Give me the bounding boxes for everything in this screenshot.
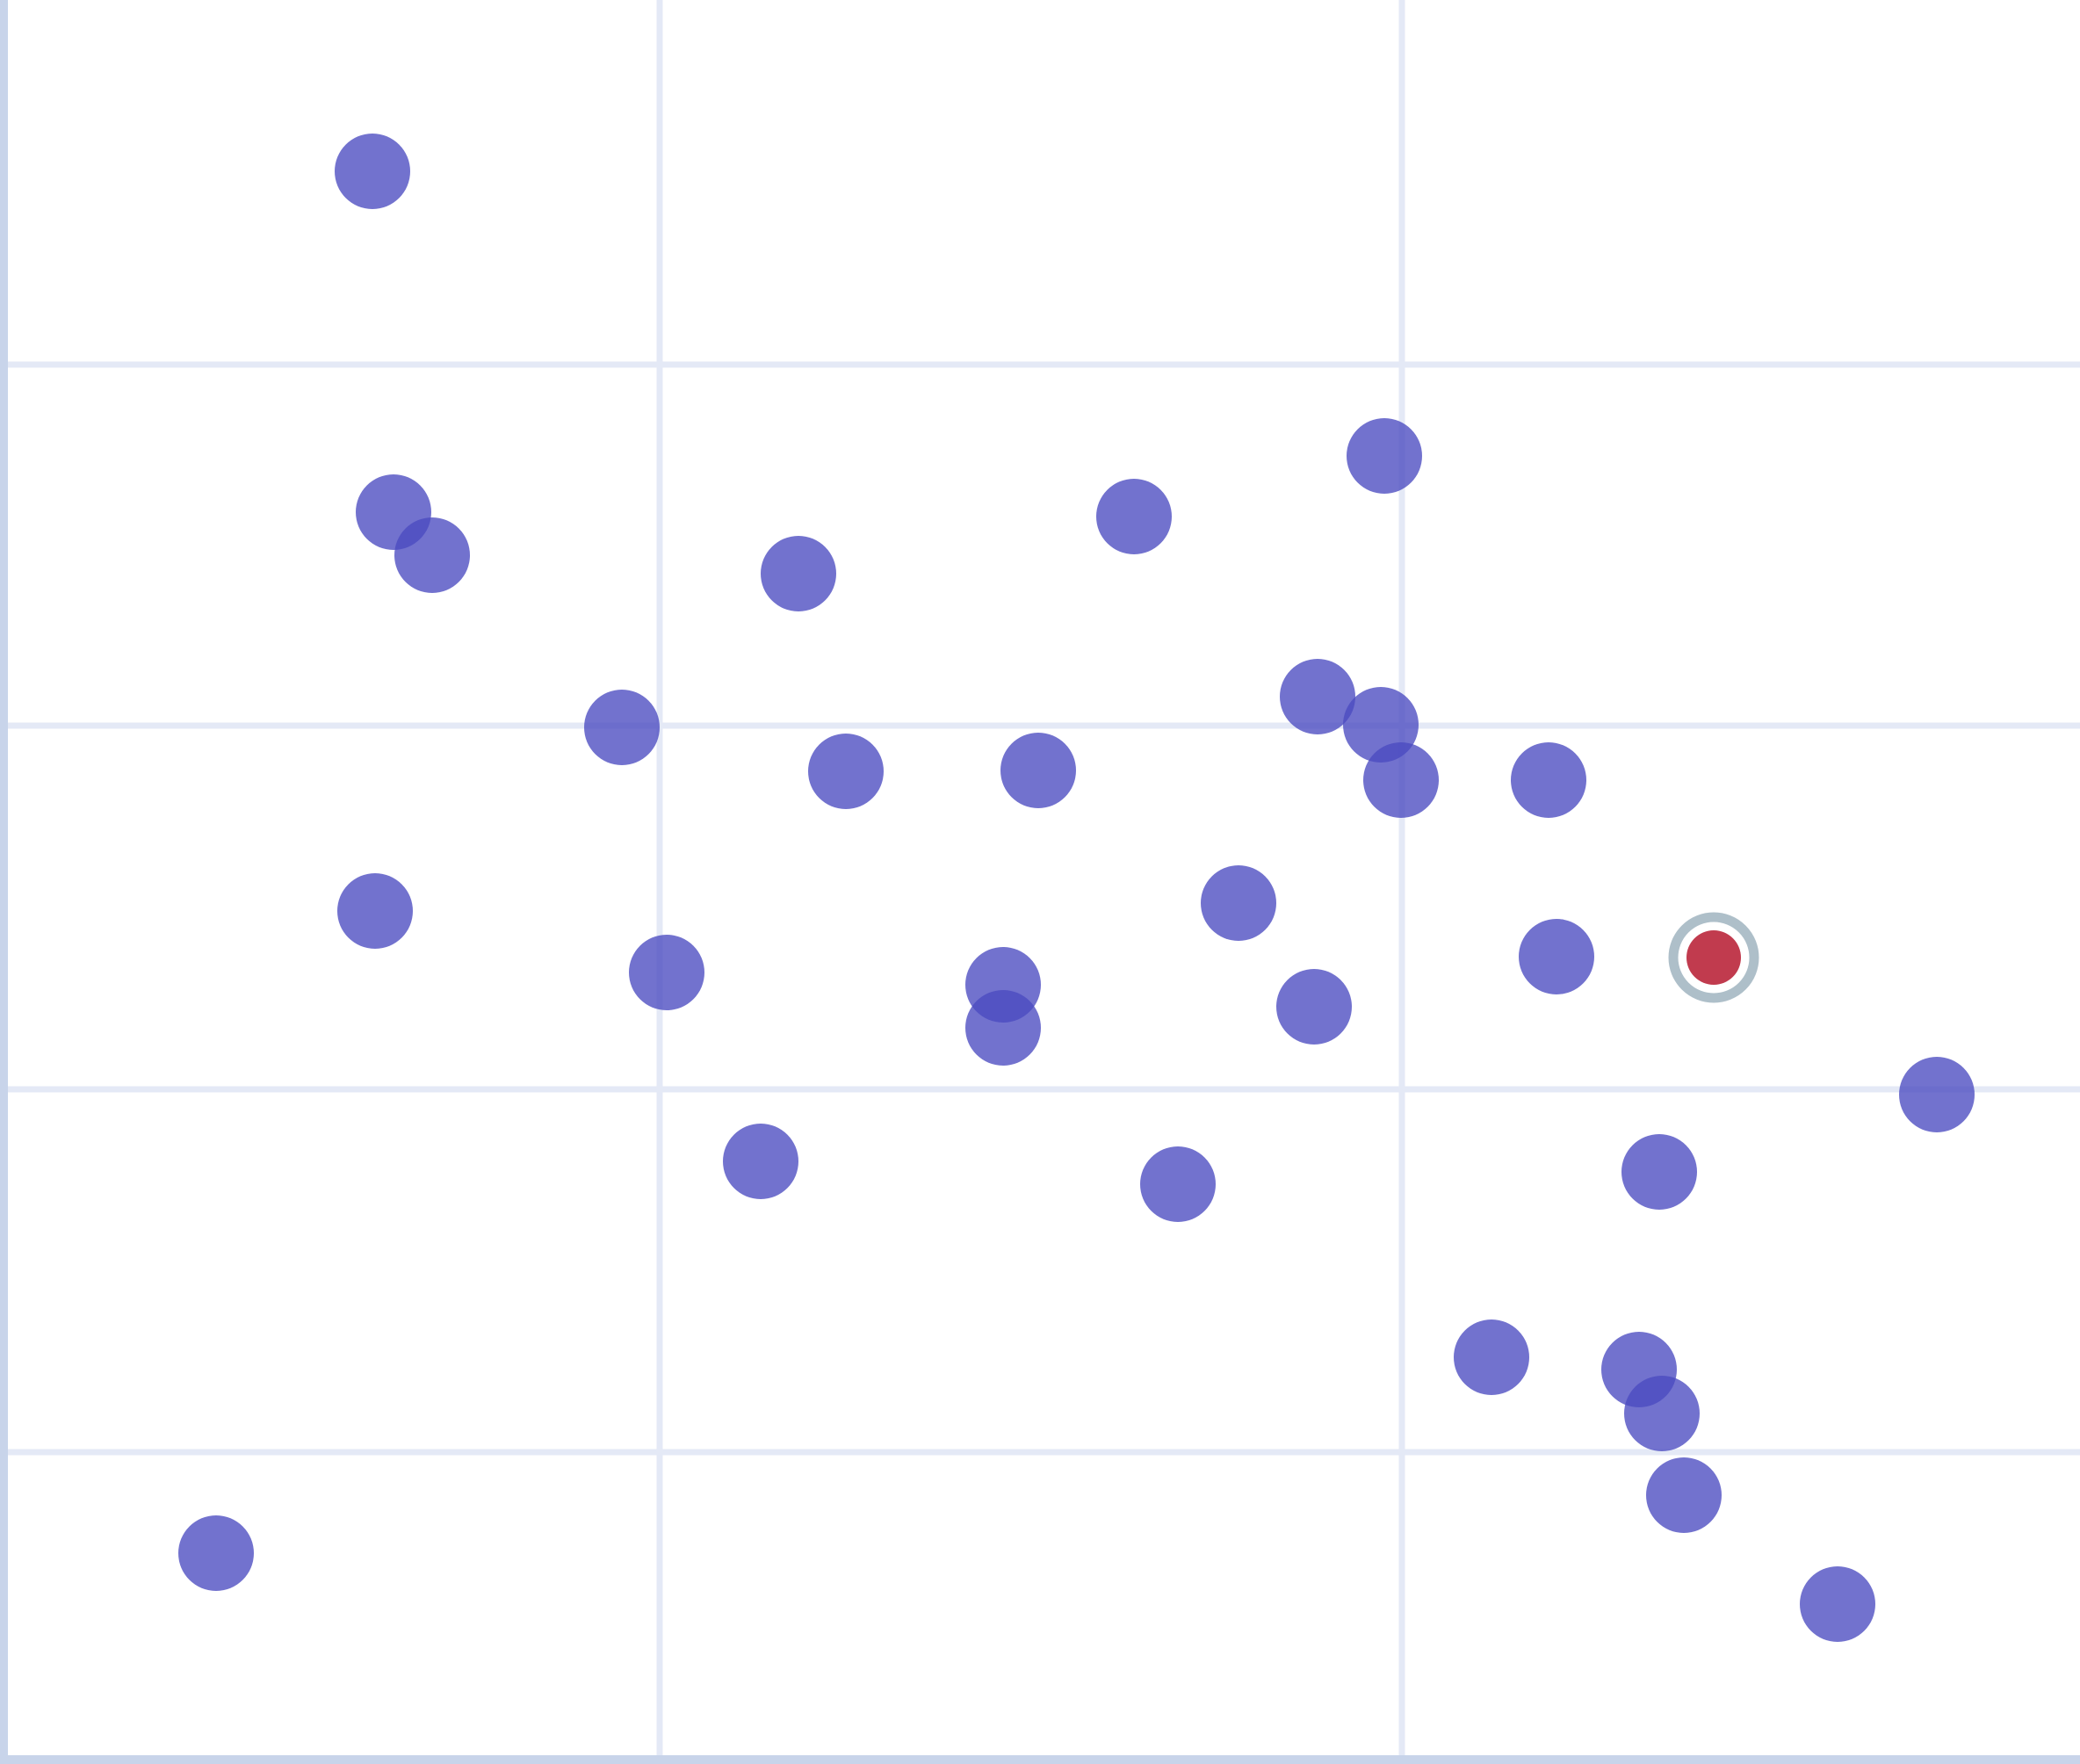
data-points-group[interactable] <box>178 134 1975 1642</box>
highlighted-data-point[interactable] <box>1686 930 1741 985</box>
axis-spine-bottom <box>0 1755 2080 1764</box>
data-point[interactable] <box>965 990 1041 1066</box>
highlighted-point-group[interactable] <box>1668 912 1759 1003</box>
data-point[interactable] <box>1646 1457 1722 1533</box>
data-point[interactable] <box>584 690 660 765</box>
data-point[interactable] <box>629 935 704 1010</box>
data-point[interactable] <box>1363 742 1439 818</box>
axis-spine-left <box>0 0 8 1764</box>
data-point[interactable] <box>808 734 884 809</box>
data-point[interactable] <box>723 1124 798 1199</box>
data-point[interactable] <box>394 517 470 593</box>
data-point[interactable] <box>335 134 410 209</box>
data-point[interactable] <box>1201 865 1276 941</box>
data-point[interactable] <box>1276 969 1352 1045</box>
data-point[interactable] <box>1000 733 1076 808</box>
data-point[interactable] <box>1511 742 1586 818</box>
data-point[interactable] <box>1280 659 1355 734</box>
data-point[interactable] <box>1621 1134 1697 1210</box>
data-point[interactable] <box>1899 1057 1975 1132</box>
data-point[interactable] <box>1624 1376 1700 1451</box>
data-point[interactable] <box>1347 418 1422 494</box>
data-point[interactable] <box>1140 1146 1216 1222</box>
data-point[interactable] <box>1454 1319 1529 1395</box>
data-point[interactable] <box>337 873 413 949</box>
data-point[interactable] <box>1800 1566 1875 1642</box>
data-point[interactable] <box>1519 919 1594 994</box>
data-point[interactable] <box>178 1515 254 1591</box>
data-point[interactable] <box>1096 479 1172 554</box>
data-point[interactable] <box>761 536 836 611</box>
highlight-ring-icon <box>1668 912 1759 1003</box>
